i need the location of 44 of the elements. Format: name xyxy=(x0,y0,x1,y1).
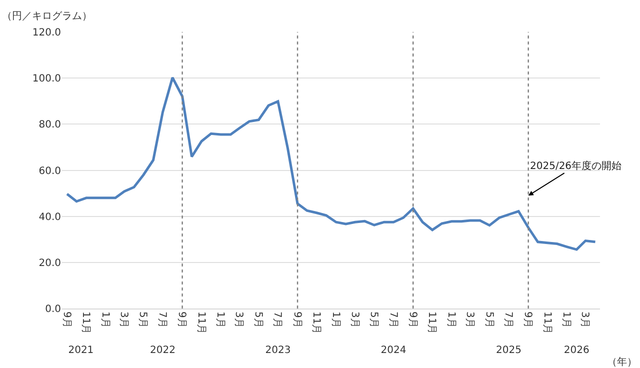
y-tick-label: 80.0 xyxy=(38,120,61,131)
x-tick-label: 7月 xyxy=(272,312,283,328)
x-tick-label: 5月 xyxy=(252,312,264,328)
x2-tick-label: 2024 xyxy=(380,345,406,356)
x-tick-label: 5月 xyxy=(483,312,494,328)
x-tick-label: 3月 xyxy=(579,312,590,328)
x2-tick-label: 2026 xyxy=(564,345,590,356)
x-tick-label: 11月 xyxy=(310,312,322,334)
x-tick-label: 3月 xyxy=(233,312,244,328)
x-tick-label: 1月 xyxy=(445,312,456,328)
x-tick-label: 5月 xyxy=(368,312,379,328)
x2-tick-label: 2025 xyxy=(496,345,522,356)
y-tick-label: 60.0 xyxy=(38,166,61,177)
x-tick-label: 9月 xyxy=(60,312,72,328)
x-tick-label: 11月 xyxy=(80,312,92,334)
y-tick-label: 120.0 xyxy=(32,28,61,38)
x-tick-label: 7月 xyxy=(156,312,168,328)
y-tick-label: 40.0 xyxy=(38,212,61,223)
annotation: 2025/26年度の開始 xyxy=(530,160,622,172)
x-tick-label: 1月 xyxy=(214,312,226,328)
x-tick-label: 11月 xyxy=(195,312,206,334)
x2-tick-label: 2023 xyxy=(265,345,291,356)
y-tick-label: 0.0 xyxy=(45,304,61,316)
x-tick-label: 1月 xyxy=(330,312,341,328)
x-tick-label: 5月 xyxy=(137,312,148,328)
x-tick-label: 9月 xyxy=(522,312,534,328)
x-tick-label: 7月 xyxy=(502,312,514,328)
x-tick-label: 3月 xyxy=(118,312,129,328)
y-tick-label: 20.0 xyxy=(38,258,61,269)
x2-tick-label: 2021 xyxy=(68,345,94,356)
x-tick-label: 7月 xyxy=(387,312,398,328)
x-tick-label: 3月 xyxy=(348,312,360,328)
x-tick-label: 9月 xyxy=(176,312,188,328)
y-axis-title: （円／キログラム） xyxy=(2,11,92,22)
x-tick-label: 9月 xyxy=(406,312,418,328)
x-tick-label: 1月 xyxy=(560,312,572,328)
x2-axis-title: （年） xyxy=(607,356,637,368)
x2-tick-label: 2022 xyxy=(150,345,176,356)
x-tick-label: 11月 xyxy=(426,312,438,334)
x-tick-label: 9月 xyxy=(291,312,302,328)
y-tick-label: 100.0 xyxy=(32,74,61,85)
x-tick-label: 3月 xyxy=(464,312,475,328)
x-tick-label: 11月 xyxy=(541,312,552,334)
x-tick-label: 1月 xyxy=(99,312,110,328)
